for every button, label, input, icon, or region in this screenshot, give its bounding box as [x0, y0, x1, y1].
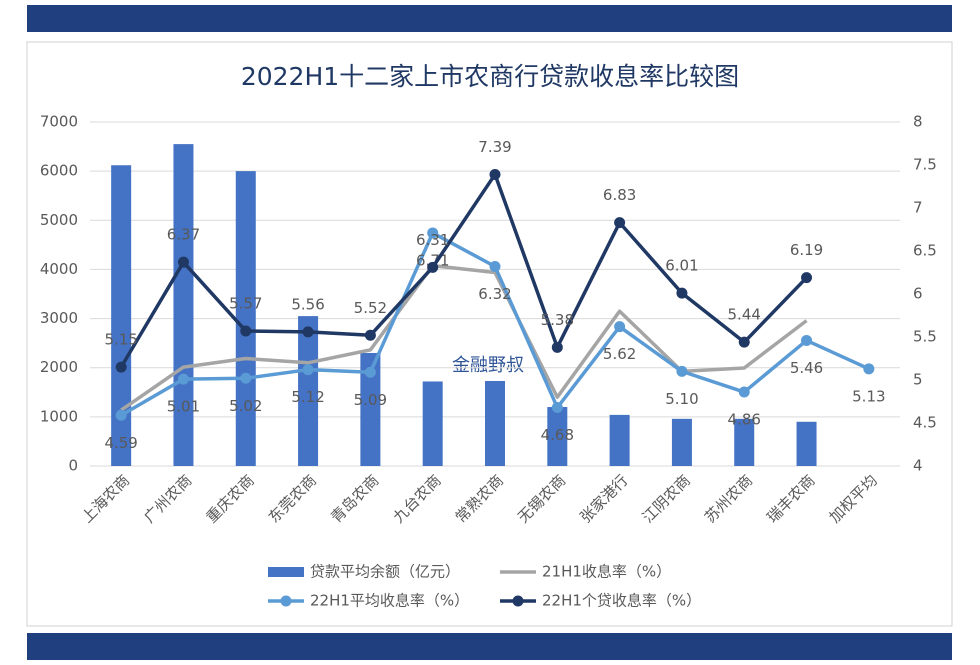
top-band: [27, 5, 952, 32]
value-label: 6.32: [478, 285, 511, 303]
value-label: 6.31: [416, 231, 449, 249]
y2-tick-label: 6: [913, 285, 923, 303]
marker: [614, 217, 626, 229]
y2-tick-label: 7.5: [913, 156, 937, 174]
y-tick-label: 5000: [40, 211, 78, 229]
marker: [801, 272, 813, 284]
value-label: 4.86: [728, 411, 761, 429]
line: [120, 263, 808, 412]
marker: [364, 366, 376, 378]
value-label: 5.57: [229, 294, 262, 312]
marker: [302, 364, 314, 376]
value-label: 6.83: [603, 186, 636, 204]
bar: [671, 418, 692, 466]
legend-label: 22H1平均收息率（%）: [310, 592, 469, 610]
y2-tick-label: 6.5: [913, 242, 937, 260]
value-label: 5.01: [167, 398, 200, 416]
value-label: 4.68: [541, 426, 574, 444]
value-label: 5.44: [728, 306, 761, 324]
value-label: 5.56: [291, 295, 324, 313]
marker: [427, 261, 439, 273]
y-tick-label: 4000: [40, 260, 78, 278]
bar: [360, 352, 381, 466]
value-label: 5.62: [603, 345, 636, 363]
marker: [489, 260, 501, 272]
y-tick-label: 1000: [40, 407, 78, 425]
value-label: 5.02: [229, 397, 262, 415]
bar: [609, 414, 630, 466]
y2-tick-label: 7: [913, 199, 923, 217]
bar: [235, 171, 256, 466]
y-tick-label: 2000: [40, 358, 78, 376]
marker: [115, 409, 127, 421]
value-label: 5.52: [354, 299, 387, 317]
panel: [26, 41, 953, 627]
marker: [115, 361, 127, 373]
y2-tick-label: 5.5: [913, 328, 937, 346]
value-label: 5.12: [291, 388, 324, 406]
y-tick-label: 7000: [40, 113, 78, 131]
marker: [177, 256, 189, 268]
legend-label: 21H1收息率（%）: [542, 563, 671, 581]
value-label: 5.13: [852, 387, 885, 405]
bar: [734, 418, 755, 466]
marker: [302, 326, 314, 338]
value-label: 5.38: [541, 311, 574, 329]
y2-tick-label: 4.5: [913, 414, 937, 432]
value-label: 5.09: [354, 391, 387, 409]
chart-title: 2022H1十二家上市农商行贷款收息率比较图: [241, 62, 739, 91]
marker: [240, 325, 252, 337]
marker: [551, 341, 563, 353]
value-label: 6.37: [167, 226, 200, 244]
marker: [240, 372, 252, 384]
y-tick-label: 0: [68, 457, 78, 475]
bottom-band: [27, 633, 952, 660]
marker: [489, 168, 501, 180]
marker: [676, 287, 688, 299]
marker: [177, 373, 189, 385]
marker: [801, 334, 813, 346]
bar: [298, 316, 319, 466]
value-label: 4.59: [104, 434, 137, 452]
marker: [364, 329, 376, 341]
legend-label: 贷款平均余额（亿元）: [310, 563, 460, 581]
bar: [485, 380, 505, 466]
marker: [738, 336, 750, 348]
watermark: 金融野叔: [452, 355, 524, 376]
value-label: 5.10: [665, 390, 698, 408]
legend-marker: [512, 595, 524, 607]
y2-tick-label: 4: [913, 457, 923, 475]
bar: [422, 381, 443, 466]
bar: [547, 407, 568, 466]
value-label: 5.15: [104, 331, 137, 349]
line: [119, 172, 808, 368]
marker: [614, 321, 626, 333]
legend-swatch: [268, 567, 304, 577]
marker: [676, 365, 688, 377]
value-label: 6.01: [665, 257, 698, 275]
marker: [863, 363, 875, 375]
bar: [796, 421, 817, 466]
bar: [111, 165, 132, 466]
legend-marker: [280, 595, 292, 607]
value-label: 5.46: [790, 359, 823, 377]
value-label: 7.39: [478, 138, 511, 156]
y2-tick-label: 5: [913, 371, 923, 389]
y2-tick-label: 8: [913, 113, 923, 131]
y-tick-label: 3000: [40, 309, 78, 327]
value-label: 6.19: [790, 241, 823, 259]
marker: [551, 402, 563, 414]
legend-label: 22H1个贷收息率（%）: [542, 592, 701, 610]
marker: [738, 386, 750, 398]
y-tick-label: 6000: [40, 162, 78, 180]
bar: [173, 144, 194, 466]
marker: [427, 227, 439, 239]
